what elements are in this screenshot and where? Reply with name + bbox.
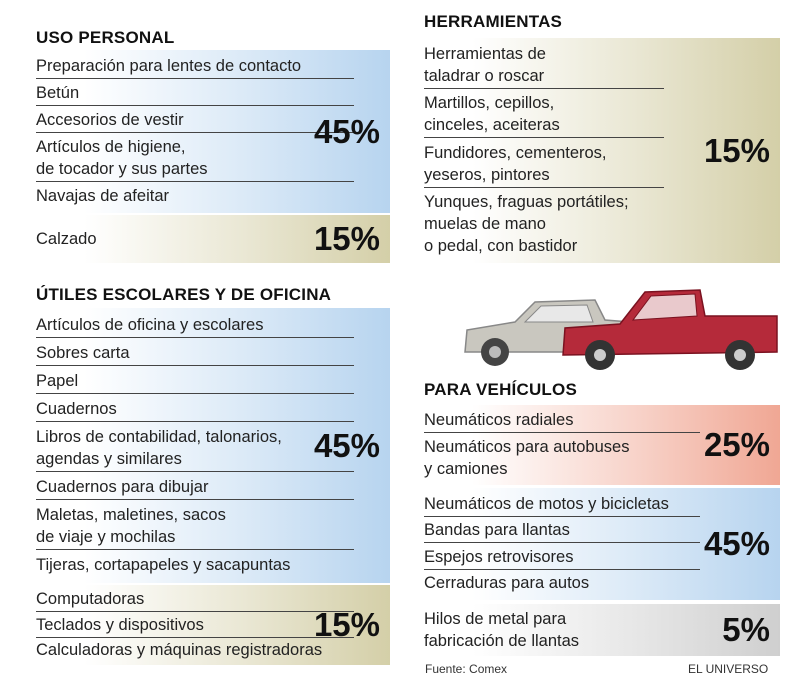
section-title: PARA VEHÍCULOS: [424, 380, 577, 399]
item-group: Neumáticos de motos y bicicletas Bandas p…: [418, 488, 780, 600]
item: Neumáticos de motos y bicicletas: [424, 493, 701, 517]
percentage: 45%: [313, 112, 380, 150]
item-group: Artículos de oficina y escolares Sobres c…: [30, 308, 390, 583]
item: Espejos retrovisores: [424, 546, 701, 570]
item: Papel: [36, 370, 354, 394]
item: Cerraduras para autos: [424, 574, 590, 593]
percentage: 5%: [722, 611, 770, 648]
item: Neumáticos radiales: [424, 409, 701, 434]
source: Fuente: Comex: [425, 662, 508, 676]
item-list: Hilos de metal para fabricación de llant…: [418, 604, 700, 656]
item: Cuadernos para dibujar: [36, 476, 354, 500]
item-list: Preparación para lentes de contacto Betún…: [30, 50, 354, 213]
item: Teclados y dispositivos: [36, 614, 354, 638]
item: Fundidores, cementeros, yeseros, pintore…: [424, 142, 665, 188]
item: Accesorios de vestir: [36, 109, 354, 133]
item-group: Computadoras Teclados y dispositivos Calcu…: [30, 585, 390, 665]
item: Bandas para llantas: [424, 519, 701, 544]
item-group: Preparación para lentes de contacto Betún…: [30, 50, 390, 213]
item: Libros de contabilidad, talonarios, agen…: [36, 426, 354, 472]
item: Artículos de oficina y escolares: [36, 314, 354, 338]
item: Computadoras: [36, 588, 354, 613]
section-title: ÚTILES ESCOLARES Y DE OFICINA: [36, 285, 332, 304]
percentage: 45%: [313, 426, 380, 464]
item: Yunques, fraguas portátiles; muelas de m…: [424, 192, 629, 255]
percentage: 15%: [313, 606, 380, 643]
item: Betún: [36, 82, 354, 106]
percentage: 15%: [703, 131, 770, 169]
item: Martillos, cepillos, cinceles, aceiteras: [424, 92, 665, 139]
item: Neumáticos para autobuses y camiones: [424, 437, 630, 478]
brand: EL UNIVERSO: [688, 662, 769, 676]
item: Maletas, maletines, sacos de viaje y moc…: [36, 504, 354, 550]
item-group: Hilos de metal para fabricación de llant…: [418, 604, 780, 656]
percentage: 45%: [703, 525, 770, 562]
item: Calculadoras y máquinas registradoras: [36, 640, 323, 659]
item: Artículos de higiene, de tocador y sus p…: [36, 136, 354, 182]
item-list: Neumáticos radiales Neumáticos para autob…: [418, 405, 701, 485]
car-illustration: [464, 289, 778, 370]
item-list: Artículos de oficina y escolares Sobres c…: [30, 308, 354, 583]
item-group: Calzado 15%: [30, 215, 390, 263]
item: Sobres carta: [36, 342, 354, 366]
item: Preparación para lentes de contacto: [36, 55, 354, 79]
item: Cuadernos: [36, 398, 354, 422]
section-title: USO PERSONAL: [36, 28, 175, 47]
item-group: Neumáticos radiales Neumáticos para autob…: [418, 405, 780, 485]
percentage: 25%: [703, 426, 770, 463]
item-list: Neumáticos de motos y bicicletas Bandas p…: [418, 488, 701, 600]
item-list: Computadoras Teclados y dispositivos Calcu…: [30, 585, 354, 665]
item: Hilos de metal para fabricación de llant…: [424, 609, 580, 650]
item: Tijeras, cortapapeles y sacapuntas: [36, 556, 291, 574]
item: Herramientas de taladrar o roscar: [424, 43, 665, 90]
percentage: 15%: [313, 220, 380, 257]
item: Calzado: [36, 229, 97, 248]
item-list: Herramientas de taladrar o roscar Martill…: [418, 38, 665, 263]
item: Navajas de afeitar: [36, 187, 169, 205]
item-group: Herramientas de taladrar o roscar Martill…: [418, 38, 780, 263]
section-title: HERRAMIENTAS: [424, 12, 563, 31]
item-list: Calzado: [30, 215, 354, 263]
